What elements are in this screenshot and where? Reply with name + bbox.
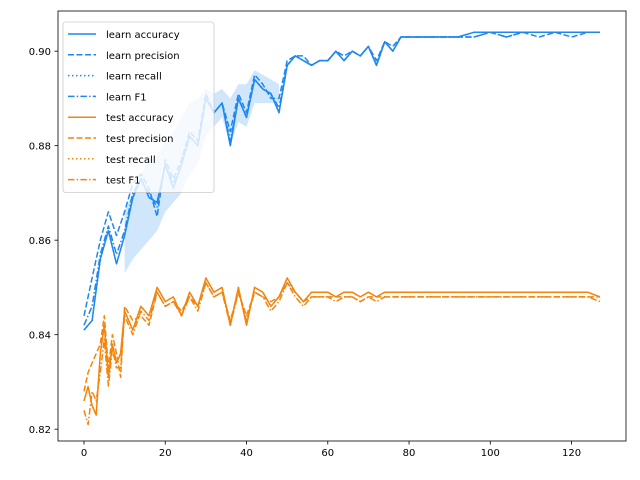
series-line-learn-precision bbox=[83, 31, 600, 316]
series-group bbox=[83, 31, 601, 426]
y-tick-label: 0.82 bbox=[29, 425, 51, 436]
x-tick-label: 40 bbox=[240, 448, 253, 459]
x-tick-label: 60 bbox=[321, 448, 334, 459]
x-tick-label: 20 bbox=[159, 448, 172, 459]
legend-label: test accuracy bbox=[106, 113, 174, 124]
legend-label: learn F1 bbox=[106, 92, 147, 103]
learn-variance-band bbox=[124, 70, 279, 274]
y-tick-label: 0.88 bbox=[29, 141, 51, 152]
axes: 0 20 40 60 80 100 120 0.82 0.84 0.86 0.88 0.90 bbox=[29, 10, 627, 459]
x-tick-label: 0 bbox=[81, 448, 87, 459]
legend-label: learn accuracy bbox=[106, 30, 180, 41]
legend-label: learn precision bbox=[106, 51, 180, 62]
y-tick-label: 0.86 bbox=[29, 236, 51, 247]
axes-frame bbox=[57, 10, 627, 442]
legend-label: learn recall bbox=[106, 72, 162, 83]
series-line-test-precision bbox=[83, 281, 600, 392]
series-line-learn-f1 bbox=[83, 31, 600, 326]
y-tick-label: 0.90 bbox=[29, 47, 51, 58]
plot-area bbox=[83, 31, 601, 426]
x-tick-label: 80 bbox=[403, 448, 416, 459]
y-tick-label: 0.84 bbox=[29, 330, 51, 341]
x-tick-label: 100 bbox=[481, 448, 500, 459]
legend-label: test recall bbox=[106, 155, 156, 166]
legend: learn accuracy learn precision learn recal… bbox=[62, 21, 215, 193]
series-line-test-recall bbox=[83, 277, 601, 416]
x-tick-label: 120 bbox=[562, 448, 581, 459]
legend-box bbox=[62, 21, 215, 193]
legend-label: test F1 bbox=[106, 176, 141, 187]
legend-label: test precision bbox=[106, 134, 174, 145]
series-line-test-f1 bbox=[83, 281, 601, 426]
